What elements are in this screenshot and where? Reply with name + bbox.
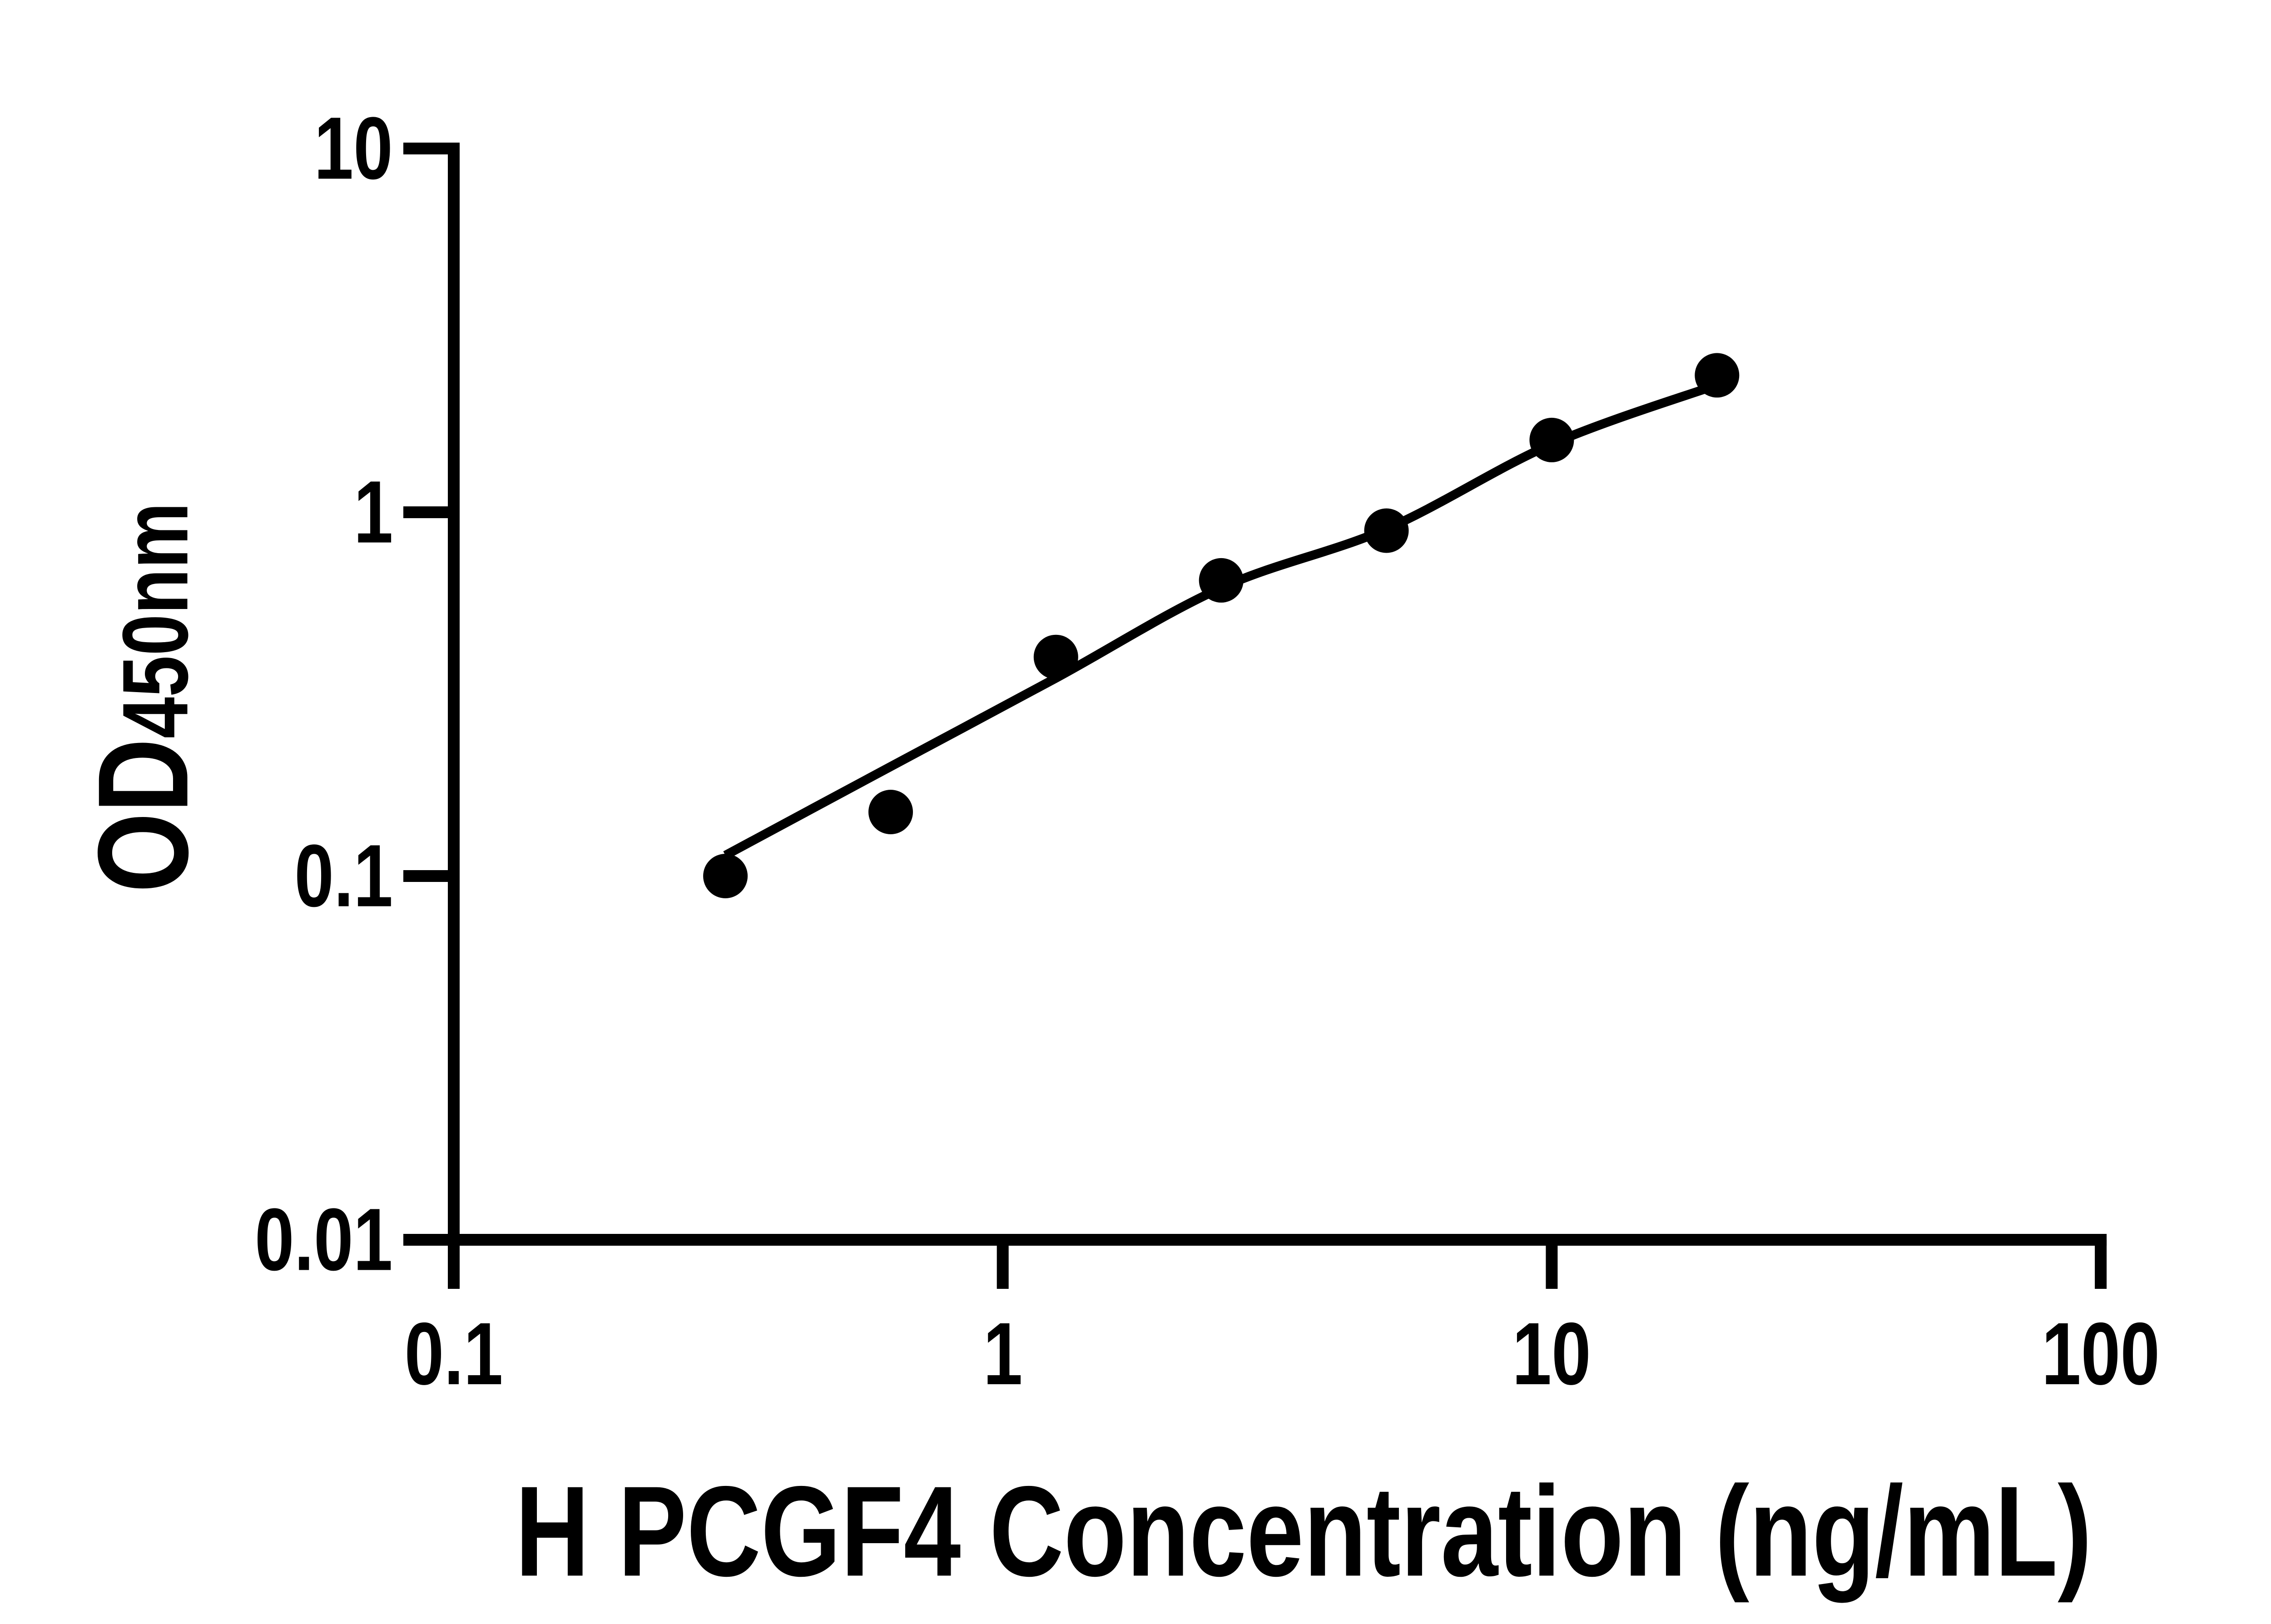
data-point-marker (1199, 558, 1244, 603)
fit-curve-line (723, 381, 1719, 860)
y-tick-label: 10 (314, 99, 393, 198)
x-tick-label: 0.1 (404, 1304, 503, 1403)
y-axis-title-subscript: 450nm (103, 502, 208, 739)
data-point-marker (868, 790, 913, 834)
data-point-marker (703, 854, 748, 898)
x-tick-label: 10 (1512, 1304, 1592, 1403)
x-tick-label: 1 (983, 1304, 1023, 1403)
y-tick-label: 0.01 (255, 1190, 393, 1289)
y-axis-title-main: OD (71, 738, 215, 893)
data-point-marker (1033, 634, 1078, 679)
data-point-marker (1529, 417, 1574, 462)
x-axis-title: H PCGF4 Concentration (ng/mL) (515, 1459, 2092, 1603)
data-point-marker (1364, 508, 1409, 553)
x-tick-label: 100 (2041, 1304, 2160, 1403)
y-tick-label: 1 (353, 462, 393, 562)
y-tick-label: 0.1 (294, 826, 393, 926)
y-axis-title: OD450nm (71, 502, 215, 892)
data-point-marker (1695, 353, 1740, 398)
